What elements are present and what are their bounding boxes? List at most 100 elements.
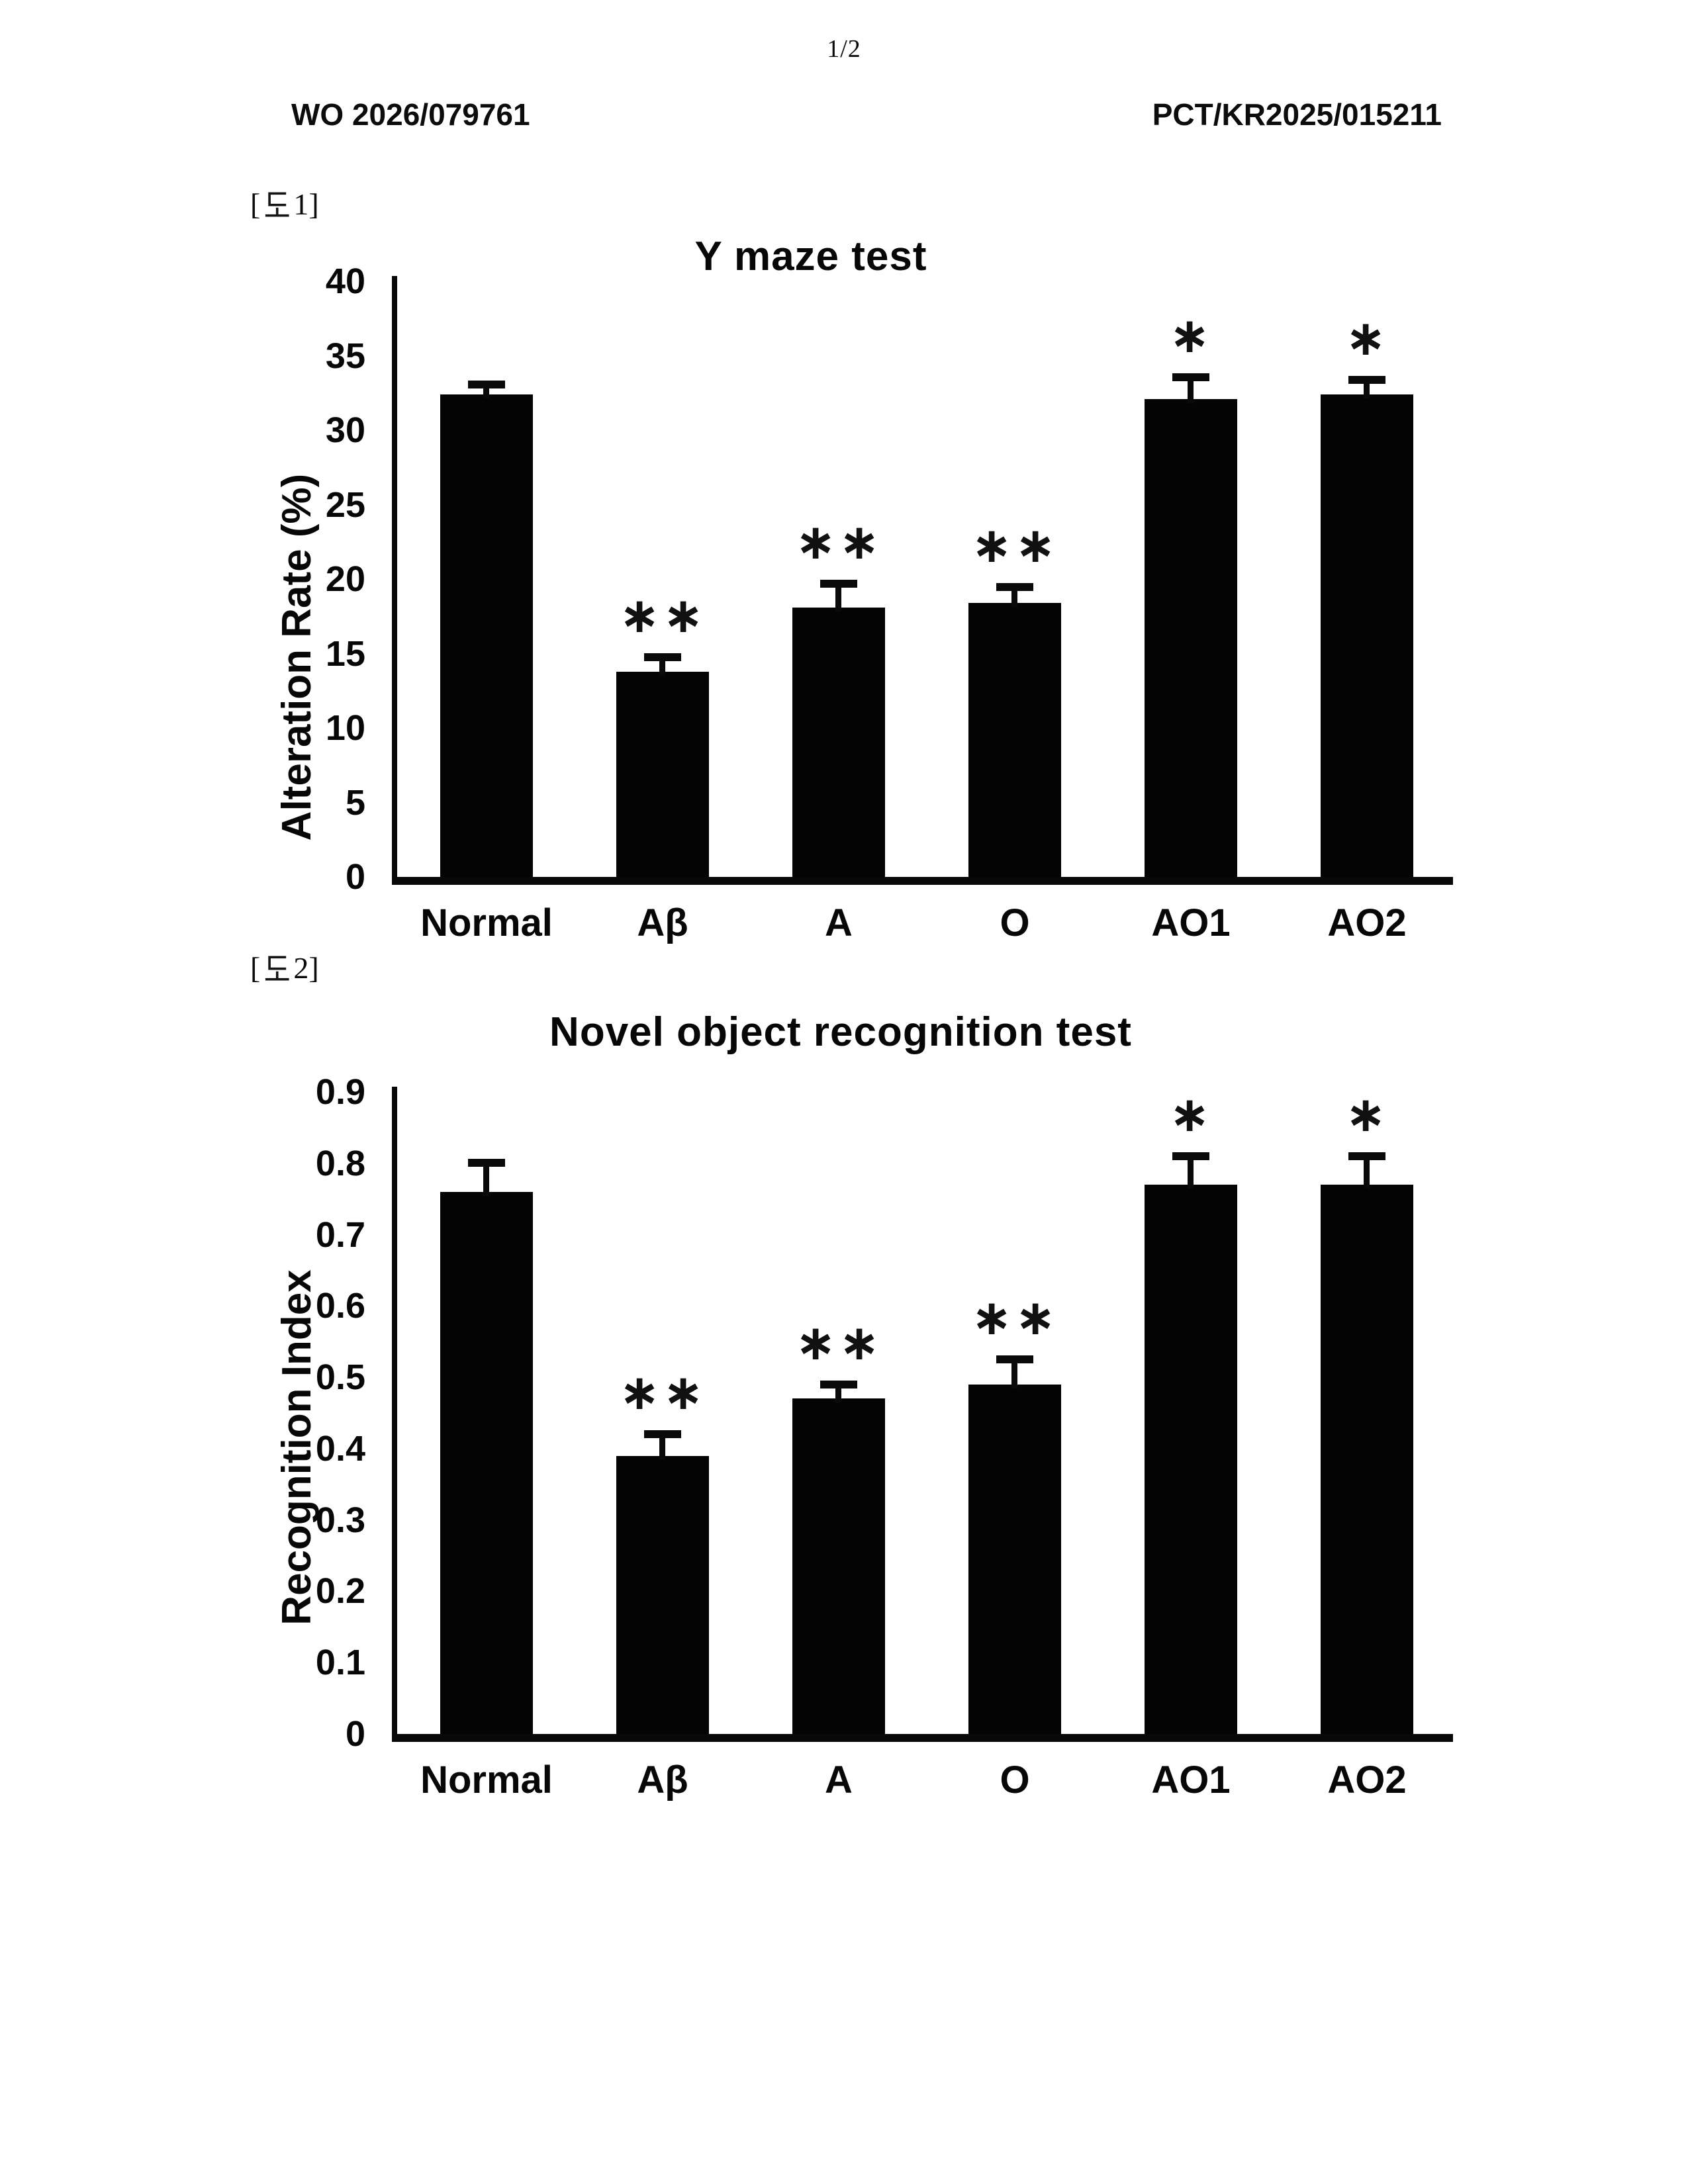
error-bar — [1364, 377, 1370, 398]
x-category-label: AO1 — [1151, 901, 1231, 944]
error-bar-cap — [820, 1380, 857, 1388]
x-category-label: A — [825, 901, 853, 944]
error-bar-cap — [468, 380, 505, 388]
error-bar-cap — [644, 653, 681, 661]
x-category-label: Normal — [420, 901, 553, 944]
y-tick-label: 0.1 — [315, 1643, 365, 1683]
significance-marker: ∗∗ — [970, 517, 1058, 572]
y-axis-line — [392, 276, 397, 877]
x-category-label: Aβ — [637, 901, 688, 944]
y-tick-label: 0.3 — [315, 1500, 365, 1540]
x-category-label: O — [1000, 1758, 1030, 1801]
error-bar — [483, 381, 489, 398]
error-bar — [835, 1381, 841, 1403]
y-tick-label: 0.6 — [315, 1286, 365, 1326]
x-category-label: AO2 — [1327, 1758, 1407, 1801]
bar-ao2 — [1321, 1185, 1413, 1734]
y-tick-label: 35 — [325, 336, 365, 376]
bar-o — [968, 603, 1061, 877]
significance-marker: ∗∗ — [618, 587, 706, 643]
chart-1-plot-area: 0 5 10 15 20 25 30 35 40 Normal ∗∗ Aβ ∗∗ A ∗∗ O ∗ AO1 ∗ AO2 — [326, 261, 1453, 944]
y-tick-label: 5 — [345, 782, 365, 823]
error-bar-cap — [820, 580, 857, 588]
x-category-label: Aβ — [637, 1758, 688, 1801]
error-bar-cap — [1172, 373, 1209, 381]
bar-a — [616, 671, 709, 877]
significance-marker: ∗∗ — [970, 1289, 1058, 1345]
y-tick-label: 40 — [325, 261, 365, 301]
chart-2-y-axis-label: Recognition Index — [273, 1269, 320, 1625]
y-tick-label: 15 — [325, 633, 365, 674]
figure-2-label-open: [ — [250, 951, 261, 985]
y-tick-label: 0.8 — [315, 1143, 365, 1183]
error-bar — [659, 1430, 665, 1460]
x-category-label: Normal — [420, 1758, 553, 1801]
x-axis-line — [392, 877, 1453, 885]
error-bar — [1011, 1355, 1017, 1388]
x-category-label: O — [1000, 901, 1030, 944]
y-tick-label: 0.7 — [315, 1214, 365, 1255]
error-bar-cap — [996, 1355, 1033, 1363]
error-bar-cap — [1172, 1152, 1209, 1160]
error-bar-cap — [1348, 376, 1385, 384]
figure-2-label: [2] — [250, 950, 319, 985]
significance-marker: ∗ — [1168, 1086, 1213, 1142]
y-tick-label: 0.5 — [315, 1357, 365, 1398]
bar-a — [616, 1455, 709, 1734]
error-bar — [1188, 373, 1194, 403]
bar-ao1 — [1145, 1185, 1237, 1734]
y-tick-label: 20 — [325, 559, 365, 599]
significance-marker: ∗∗ — [794, 1314, 882, 1370]
x-category-label: AO1 — [1151, 1758, 1231, 1801]
error-bar-cap — [996, 582, 1033, 591]
figure-2-label-number: 2] — [293, 951, 319, 985]
hangul-do-glyph — [265, 191, 289, 217]
y-tick-label: 0.4 — [315, 1428, 365, 1469]
bar-o — [968, 1384, 1061, 1734]
x-axis-line — [392, 1734, 1453, 1742]
y-tick-label: 30 — [325, 410, 365, 450]
significance-marker: ∗ — [1344, 1086, 1389, 1142]
publication-number: WO 2026/079761 — [291, 97, 530, 132]
hangul-do-glyph — [265, 955, 289, 981]
bar-normal — [440, 1191, 533, 1734]
page-number: 1/2 — [827, 35, 861, 63]
chart-2-title: Novel object recognition test — [549, 1009, 1132, 1055]
error-bar-cap — [468, 1159, 505, 1167]
error-bar — [1188, 1152, 1194, 1189]
y-axis-line — [392, 1087, 397, 1734]
significance-marker: ∗ — [1344, 310, 1389, 365]
chart-1-title: Y maze test — [694, 234, 927, 279]
y-tick-label: 0 — [345, 857, 365, 897]
bar-ao1 — [1145, 398, 1237, 877]
error-bar — [1011, 583, 1017, 607]
significance-marker: ∗ — [1168, 307, 1213, 363]
chart-1-y-axis-label: Alteration Rate (%) — [273, 473, 320, 841]
error-bar — [1364, 1152, 1370, 1189]
significance-marker: ∗∗ — [618, 1364, 706, 1420]
x-category-label: AO2 — [1327, 901, 1407, 944]
application-number: PCT/KR2025/015211 — [1152, 97, 1442, 132]
bar-a — [792, 1398, 885, 1734]
error-bar-cap — [644, 1430, 681, 1438]
error-bar — [659, 653, 665, 676]
figure-1-label-number: 1] — [293, 187, 319, 221]
y-tick-label: 10 — [325, 708, 365, 748]
y-tick-label: 0.2 — [315, 1571, 365, 1612]
error-bar-cap — [1348, 1152, 1385, 1160]
chart-2-plot-area: 0 0.1 0.2 0.3 0.4 0.5 0.6 0.7 0.8 0.9 Normal ∗∗ Aβ ∗∗… — [316, 1072, 1453, 1801]
bar-normal — [440, 394, 533, 877]
bar-a — [792, 607, 885, 877]
error-bar — [835, 580, 841, 612]
figure-1-label: [1] — [250, 187, 319, 222]
bar-ao2 — [1321, 394, 1413, 877]
significance-marker: ∗∗ — [794, 514, 882, 570]
error-bar — [483, 1160, 489, 1196]
y-tick-label: 0.9 — [315, 1072, 365, 1112]
figure-1-label-open: [ — [250, 187, 261, 221]
x-category-label: A — [825, 1758, 853, 1801]
y-tick-label: 0 — [345, 1714, 365, 1754]
